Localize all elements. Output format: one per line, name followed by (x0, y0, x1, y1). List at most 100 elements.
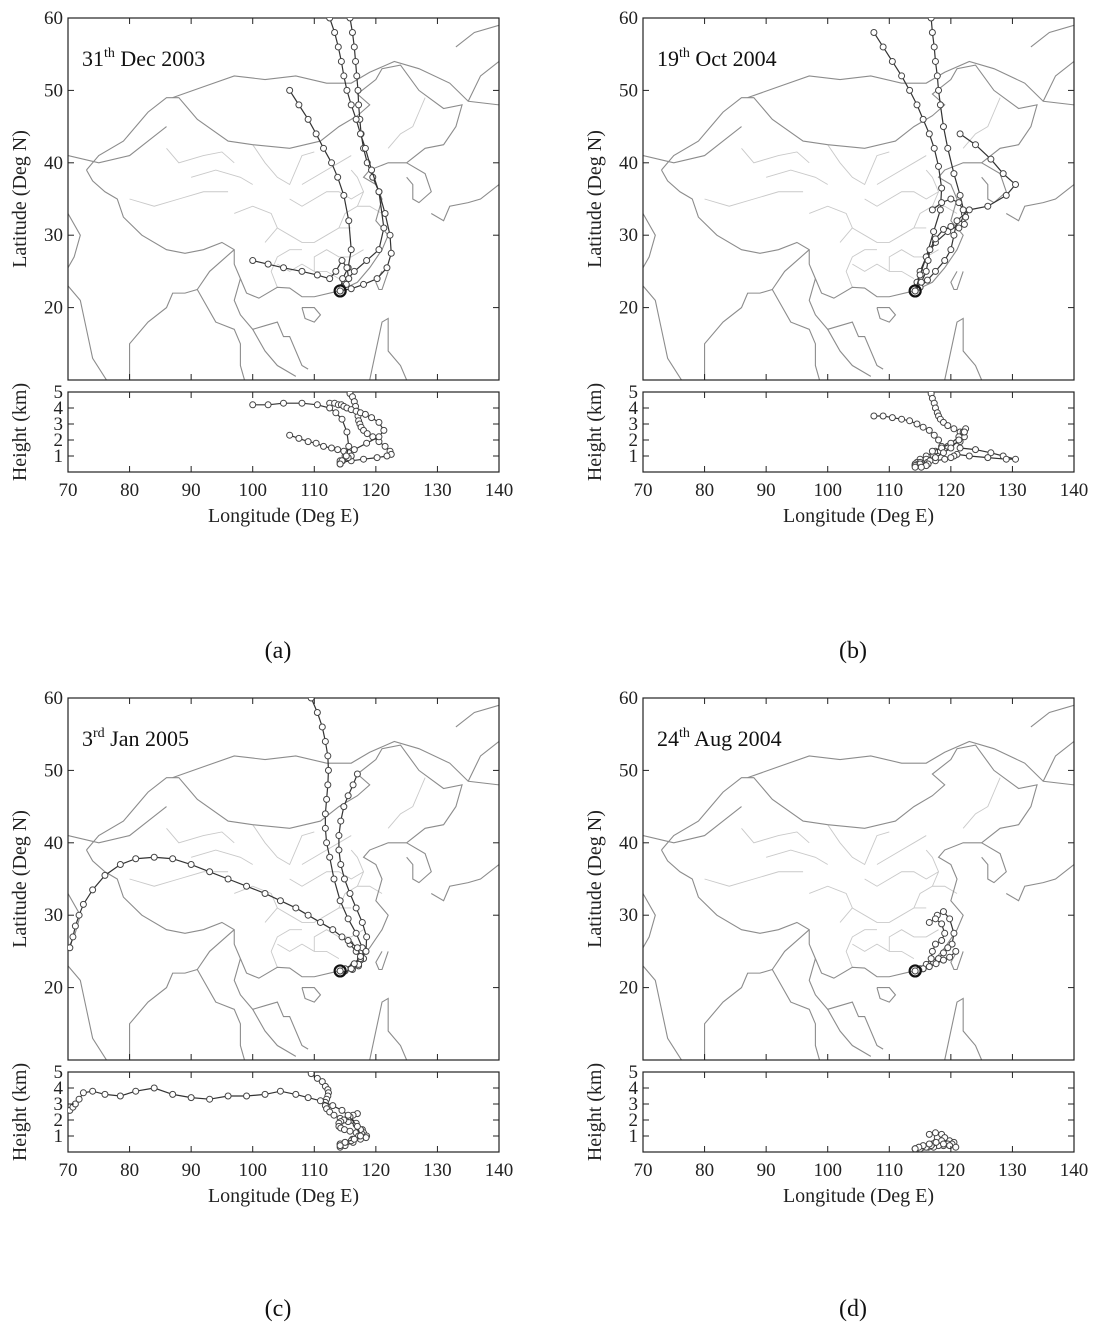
province-border (270, 929, 302, 968)
lon-tick-label: 130 (423, 1160, 452, 1181)
lon-tick-label: 100 (813, 480, 842, 501)
trajectory-point (911, 287, 919, 295)
trajectory-point (950, 929, 958, 937)
height-point (332, 409, 340, 417)
coastline-border (68, 893, 246, 1060)
height-point (911, 463, 919, 471)
trajectory-point (321, 737, 329, 745)
height-point (930, 431, 938, 439)
height-point (350, 1135, 358, 1143)
lat-tick-label: 40 (619, 153, 638, 174)
coastline-border (1005, 864, 1074, 902)
panel-tag: (b) (839, 638, 867, 664)
trajectory-point (324, 781, 332, 789)
lon-tick-label: 70 (59, 480, 78, 501)
lon-tick-label: 120 (362, 1160, 391, 1181)
trajectory-point (383, 264, 391, 272)
height-point (224, 1092, 232, 1100)
height-point (336, 1142, 344, 1150)
map-trajectories (249, 18, 395, 295)
height-point (316, 1097, 324, 1105)
height-line-3 (69, 1087, 362, 1145)
trajectory-point (368, 166, 376, 174)
province-border (289, 191, 364, 207)
trajectory-line-2 (873, 32, 943, 292)
height-trajectories (911, 1129, 960, 1152)
trajectory-point (339, 275, 347, 283)
trajectory-point (150, 853, 158, 861)
province-border (852, 263, 915, 280)
height-point (334, 446, 342, 454)
height-point (312, 439, 320, 447)
trajectory-point (347, 246, 355, 254)
province-border (313, 249, 364, 272)
trajectory-point (71, 922, 79, 930)
trajectory-point (313, 271, 321, 279)
province-border (809, 205, 853, 243)
height-point (383, 452, 391, 460)
height-point (360, 455, 368, 463)
coastline-border (950, 951, 964, 971)
province-border (864, 191, 939, 207)
height-point (75, 1095, 83, 1103)
trajectory-point (335, 832, 343, 840)
height-point (373, 454, 381, 462)
height-point (946, 1142, 954, 1150)
trajectory-point (340, 803, 348, 811)
height-tick-label: 2 (629, 1110, 639, 1131)
map-y-axis-label: Latitude (Deg N) (9, 810, 31, 948)
trajectory-point (344, 915, 352, 923)
trajectory-point (345, 217, 353, 225)
trajectory-point (324, 766, 332, 774)
trajectory-point (356, 130, 364, 138)
trajectory-point (999, 170, 1007, 178)
map-geography (643, 24, 1074, 380)
lat-tick-label: 40 (44, 153, 63, 174)
trajectory-point (362, 947, 370, 955)
trajectory-point (116, 861, 124, 869)
height-point (344, 1111, 352, 1119)
height-point (965, 452, 973, 460)
lat-tick-label: 60 (619, 8, 638, 29)
trajectory-point (931, 57, 939, 65)
height-tick-label: 3 (54, 414, 64, 435)
trajectory-point (879, 43, 887, 51)
panel-tag: (a) (265, 638, 292, 664)
province-border (888, 929, 939, 952)
height-point (169, 1090, 177, 1098)
province-border (338, 205, 383, 229)
province-border (913, 885, 958, 909)
trajectory-line-4 (914, 198, 967, 292)
lat-tick-label: 30 (44, 225, 63, 246)
trajectory-point (354, 86, 362, 94)
trajectory-point (363, 257, 371, 265)
lon-tick-label: 80 (695, 1160, 714, 1181)
height-tick-label: 5 (629, 382, 639, 403)
height-point (261, 1090, 269, 1098)
lon-tick-label: 100 (238, 1160, 267, 1181)
trajectory-point (939, 123, 947, 131)
lon-tick-label: 130 (998, 1160, 1027, 1181)
province-border (864, 871, 939, 887)
coastline-border (369, 317, 408, 380)
trajectory-point (939, 956, 947, 964)
coastline-border (233, 278, 309, 370)
coastline-border (771, 249, 810, 290)
trajectory-point (79, 900, 87, 908)
map-geography (68, 704, 499, 1060)
height-point (375, 433, 383, 441)
origin-marker (333, 284, 347, 298)
province-border (827, 144, 890, 186)
trajectory-point (1012, 181, 1020, 189)
trajectory-point (888, 57, 896, 65)
province-border (766, 849, 828, 865)
coastline-border (467, 741, 499, 782)
trajectory-point (933, 72, 941, 80)
lon-tick-label: 80 (120, 480, 139, 501)
trajectory-point (926, 246, 934, 254)
height-point (939, 1140, 947, 1148)
province-border (704, 191, 804, 207)
coastline-border (406, 162, 432, 204)
lon-tick-label: 100 (813, 1160, 842, 1181)
province-border (252, 144, 315, 186)
